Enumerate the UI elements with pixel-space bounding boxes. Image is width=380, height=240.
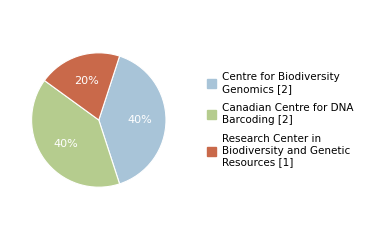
Text: 40%: 40%: [128, 115, 152, 125]
Text: 20%: 20%: [74, 76, 98, 86]
Wedge shape: [32, 80, 120, 187]
Text: 40%: 40%: [53, 139, 78, 149]
Wedge shape: [99, 56, 166, 184]
Wedge shape: [44, 53, 120, 120]
Legend: Centre for Biodiversity
Genomics [2], Canadian Centre for DNA
Barcoding [2], Res: Centre for Biodiversity Genomics [2], Ca…: [203, 68, 357, 172]
